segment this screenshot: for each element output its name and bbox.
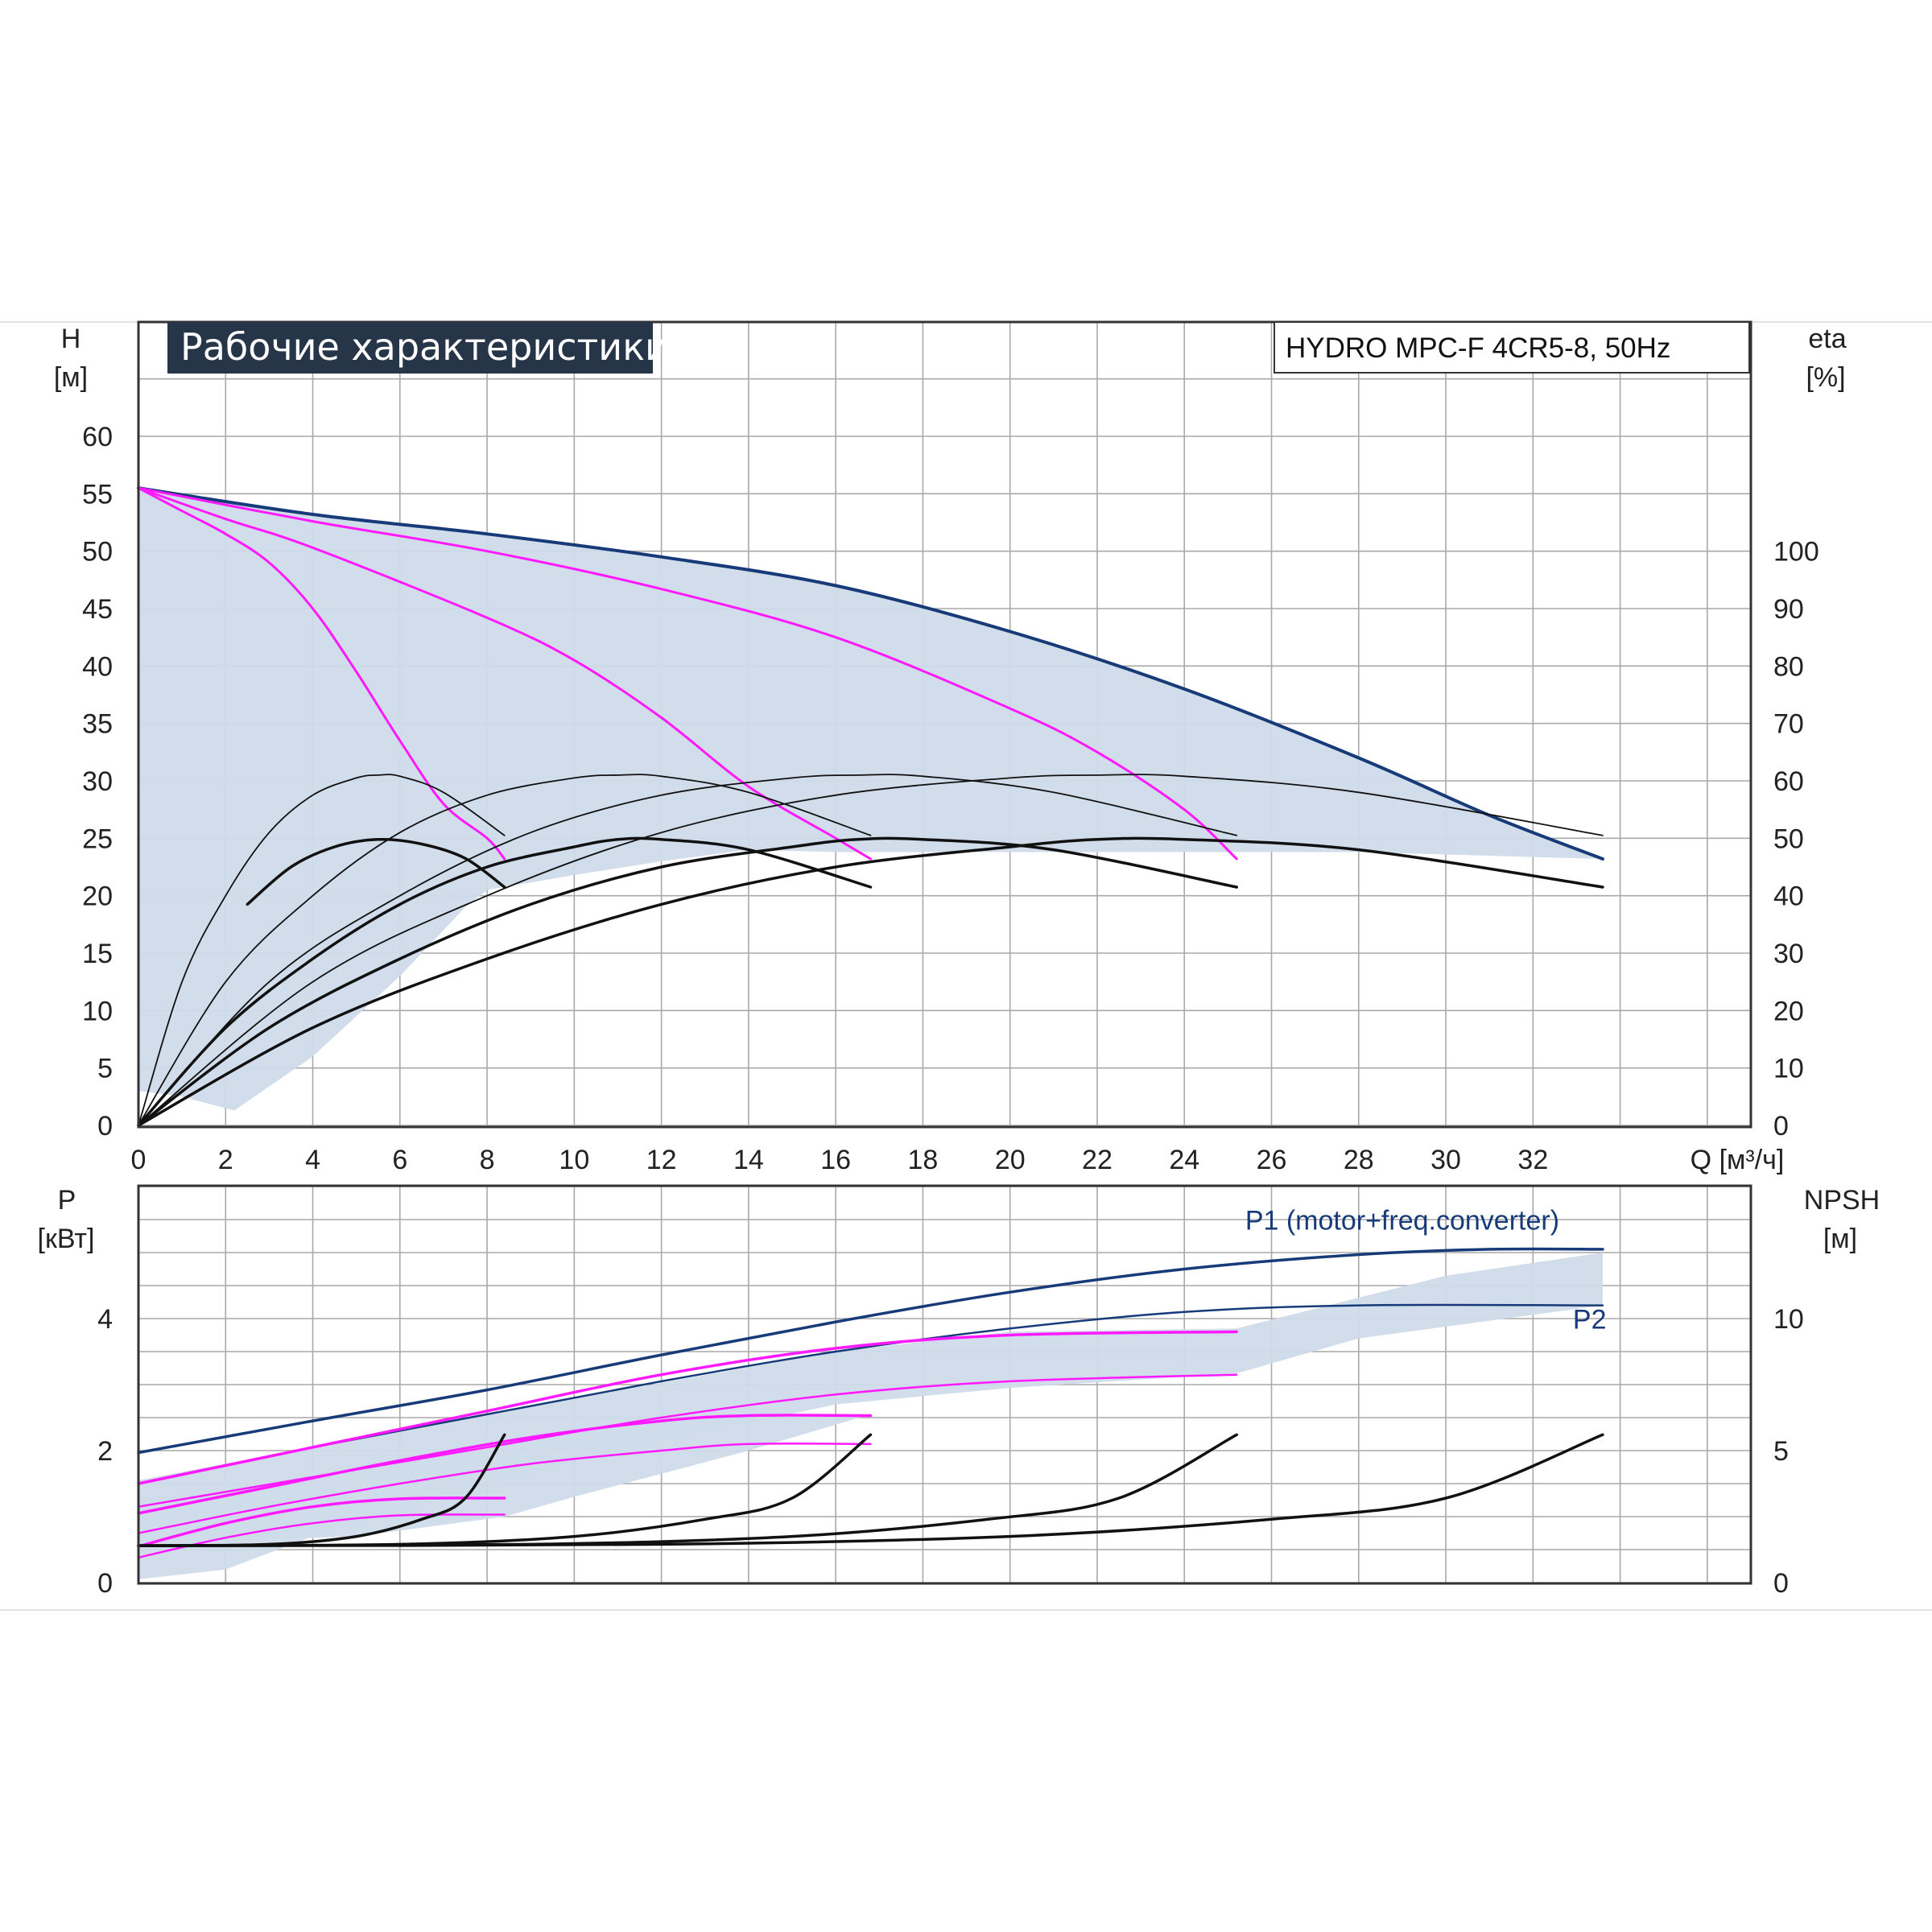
h-tick-label: 20 — [82, 881, 113, 912]
x-tick-label: 14 — [733, 1145, 764, 1175]
q-axis-label: Q [м³/ч] — [1690, 1145, 1785, 1175]
eta-axis-unit: [%] — [1806, 362, 1845, 393]
series-eta-total-1 — [138, 774, 506, 1126]
series-label: P2 — [1573, 1304, 1607, 1335]
x-tick-label: 8 — [480, 1145, 495, 1175]
series-label: P1 (motor+freq.converter) — [1245, 1205, 1559, 1236]
eta-tick-label: 90 — [1773, 594, 1804, 625]
x-tick-label: 26 — [1257, 1145, 1287, 1175]
npsh-tick-label: 0 — [1773, 1568, 1789, 1599]
head-plot-frame — [137, 320, 1752, 1129]
x-tick-label: 4 — [305, 1145, 320, 1175]
x-tick-label: 16 — [820, 1145, 851, 1175]
h-tick-label: 55 — [82, 479, 113, 510]
eta-tick-label: 10 — [1773, 1054, 1804, 1084]
p-axis-tick-labels: 0 2 4 — [97, 1304, 113, 1599]
chart-title: Рабочие характеристики — [180, 325, 669, 369]
series-h-4pumps — [137, 486, 1604, 861]
eta-tick-label: 30 — [1773, 939, 1804, 969]
eta-tick-label: 60 — [1773, 766, 1804, 797]
x-tick-label: 0 — [131, 1145, 147, 1175]
power-band-area — [138, 1253, 1603, 1579]
head-series — [137, 486, 1604, 1127]
h-tick-label: 15 — [82, 939, 113, 969]
npsh-tick-label: 5 — [1773, 1436, 1789, 1467]
p-tick-label: 0 — [97, 1568, 113, 1599]
head-operating-band — [138, 488, 1603, 1111]
series-h-3pumps — [137, 486, 1238, 861]
npsh-axis-tick-labels: 0 5 10 — [1773, 1304, 1804, 1599]
h-tick-label: 25 — [82, 824, 113, 854]
series-eta-total-3 — [138, 774, 1238, 1126]
x-tick-label: 24 — [1169, 1145, 1199, 1175]
npsh-tick-label: 10 — [1773, 1304, 1804, 1335]
series-p1-2pumps — [137, 1414, 873, 1515]
p-axis-label: P — [58, 1185, 76, 1216]
power-band-area — [138, 1414, 871, 1543]
model-box — [1274, 321, 1750, 374]
x-tick-label: 28 — [1344, 1145, 1374, 1175]
h-tick-label: 30 — [82, 766, 113, 797]
series-eta-total-4 — [138, 774, 1604, 1126]
series-eta-pump-4 — [137, 836, 1604, 1127]
x-tick-label: 18 — [908, 1145, 939, 1175]
npsh-axis-unit: [м] — [1823, 1224, 1857, 1254]
head-band-area — [138, 488, 1603, 1111]
x-tick-label: 22 — [1082, 1145, 1113, 1175]
h-axis-label: H — [61, 324, 81, 354]
series-p2-2pumps — [137, 1442, 872, 1534]
eta-tick-label: 40 — [1773, 881, 1804, 912]
series-npsh-4 — [137, 1433, 1604, 1547]
series-eta-pump-1 — [246, 837, 506, 906]
power-plot-frame — [137, 1184, 1752, 1585]
series-eta-total-2 — [138, 774, 872, 1126]
power-operating-band — [138, 1253, 1603, 1579]
series-h-1pump — [137, 486, 506, 861]
x-tick-label: 2 — [218, 1145, 233, 1175]
x-tick-label: 30 — [1430, 1145, 1461, 1175]
p-tick-label: 2 — [97, 1436, 113, 1467]
h-tick-label: 45 — [82, 594, 113, 625]
eta-tick-label: 70 — [1773, 709, 1804, 740]
x-axis-tick-labels: 0 2 4 6 8 10 12 14 16 18 20 22 24 26 28 30 32 — [131, 1145, 1549, 1175]
p-tick-label: 4 — [97, 1304, 113, 1335]
eta-axis-tick-labels: 0 10 20 30 40 50 60 70 80 90 100 — [1773, 537, 1819, 1141]
title-box — [167, 322, 653, 374]
h-axis-tick-labels: 0 5 10 15 20 25 30 35 40 45 50 55 60 — [82, 422, 113, 1141]
eta-tick-label: 50 — [1773, 824, 1804, 854]
h-tick-label: 50 — [82, 537, 113, 568]
series-eta-pump-3 — [137, 836, 1238, 1127]
h-tick-label: 35 — [82, 709, 113, 740]
h-tick-label: 10 — [82, 996, 113, 1026]
eta-tick-label: 80 — [1773, 651, 1804, 682]
power-panel: 0 2 4 0 5 10 P1 (motor+freq.converter) P2 P [… — [38, 1184, 1880, 1599]
h-tick-label: 60 — [82, 422, 113, 452]
series-p1-1pump — [137, 1496, 506, 1548]
npsh-axis-label: NPSH — [1804, 1185, 1880, 1216]
h-tick-label: 40 — [82, 651, 113, 682]
series-eta-pump-2 — [137, 836, 873, 1127]
eta-tick-label: 20 — [1773, 996, 1804, 1026]
head-panel: 0 2 4 6 8 10 12 14 16 18 20 22 24 26 28 30 32 0510152025… — [54, 320, 1847, 1175]
x-tick-label: 20 — [995, 1145, 1026, 1175]
eta-tick-label: 0 — [1773, 1111, 1789, 1141]
eta-tick-label: 100 — [1773, 537, 1819, 568]
power-series-labels: P1 (motor+freq.converter) P2 — [1245, 1205, 1607, 1335]
x-tick-label: 6 — [392, 1145, 407, 1175]
model-name: HYDRO MPC-F 4CR5-8, 50Hz — [1286, 332, 1670, 364]
power-series — [137, 1247, 1604, 1559]
h-tick-label: 0 — [97, 1111, 113, 1141]
series-p1-max — [137, 1247, 1604, 1455]
h-tick-label: 5 — [97, 1054, 113, 1084]
h-axis-unit: [м] — [54, 362, 88, 393]
series-h-2pumps — [137, 486, 872, 861]
p-axis-unit: [кВт] — [38, 1224, 95, 1254]
eta-axis-label: eta — [1808, 324, 1846, 354]
series-p1-3pumps — [137, 1330, 1238, 1485]
x-tick-label: 12 — [646, 1145, 677, 1175]
x-tick-label: 32 — [1517, 1145, 1548, 1175]
x-tick-label: 10 — [559, 1145, 589, 1175]
